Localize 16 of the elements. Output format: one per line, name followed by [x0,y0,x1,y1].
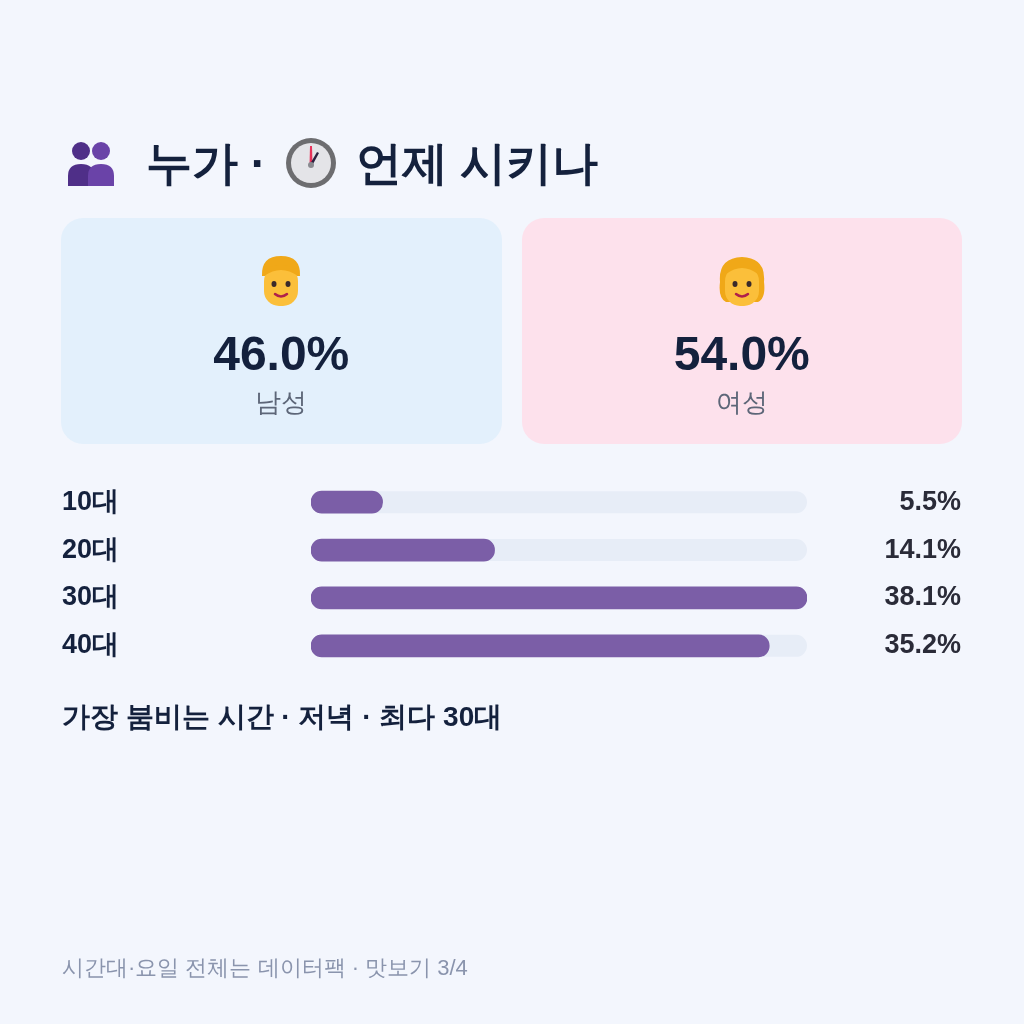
y-tick-label: 20대 [62,533,120,564]
text: 시간대·요일 전체는 데이터팩 · 맛보기 3/4 [62,954,468,982]
text: 54.0% [673,327,810,380]
y-tick-label: 40대 [62,629,120,660]
y-tick-label: 10대 [62,485,120,516]
text: 46.0% [213,327,350,380]
data-label: 38.1% [884,581,961,612]
chart-title: 누가 · 언제 시키나 [146,137,599,189]
data-label: 35.2% [884,629,961,660]
data-label: 5.5% [899,485,961,516]
bar [311,490,383,514]
category-label: 여성 [714,386,769,419]
y-tick-label: 30대 [62,581,120,612]
text: 가장 붐비는 시간 · 저녁 · 최다 30대 [62,700,503,734]
data-label: 14.1% [884,533,961,564]
category-label: 남성 [254,386,309,419]
